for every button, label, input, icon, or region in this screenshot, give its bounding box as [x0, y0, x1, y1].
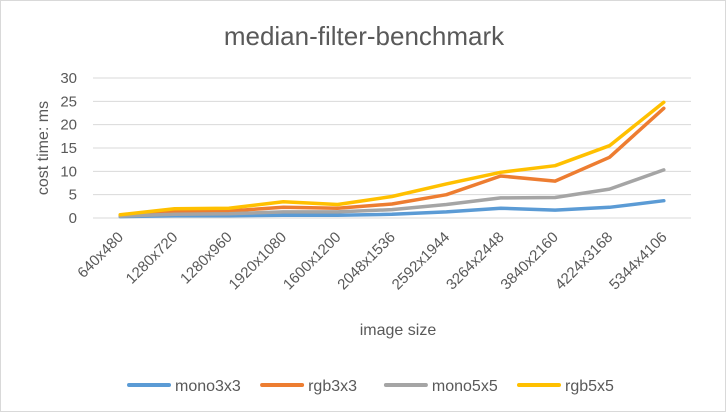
- gridlines: [93, 77, 691, 219]
- legend: mono3x3 rgb3x3 mono5x5 rgb5x5: [127, 378, 614, 395]
- x-tick-label: 2048x1536: [334, 229, 399, 294]
- series-line-rgb5x5: [118, 100, 666, 217]
- x-tick-label: 1920x1080: [226, 229, 291, 294]
- y-tick-label: 10: [60, 163, 77, 180]
- x-axis-label: image size: [360, 322, 437, 339]
- series-line-mono5x5: [118, 168, 666, 218]
- x-tick-label: 1600x1200: [280, 229, 345, 294]
- x-tick-label: 1280x720: [123, 229, 182, 288]
- legend-label: rgb5x5: [565, 378, 614, 395]
- y-axis-label: cost time: ms: [35, 101, 52, 195]
- x-tick-label: 640x480: [74, 229, 127, 282]
- x-tick-label: 5344x4106: [606, 229, 671, 294]
- series-line-rgb3x3: [118, 106, 666, 218]
- legend-label: rgb3x3: [308, 378, 357, 395]
- series-lines: [118, 100, 666, 219]
- x-tick-label: 3264x2448: [443, 229, 508, 294]
- y-tick-label: 0: [69, 210, 77, 227]
- y-tick-label: 5: [69, 187, 77, 204]
- x-axis-ticks: 640x4801280x7201280x9601920x10801600x120…: [74, 229, 670, 294]
- legend-label: mono3x3: [175, 378, 241, 395]
- x-tick-label: 3840x2160: [497, 229, 562, 294]
- chart-title: median-filter-benchmark: [224, 21, 505, 51]
- y-tick-label: 30: [60, 70, 77, 87]
- y-tick-label: 15: [60, 140, 77, 157]
- y-axis-ticks: 0 5 10 15 20 25 30: [60, 70, 77, 227]
- x-tick-label: 4224x3168: [552, 229, 617, 294]
- legend-label: mono5x5: [432, 378, 498, 395]
- x-tick-label: 2592x1944: [389, 229, 454, 294]
- y-tick-label: 20: [60, 117, 77, 134]
- y-tick-label: 25: [60, 93, 77, 110]
